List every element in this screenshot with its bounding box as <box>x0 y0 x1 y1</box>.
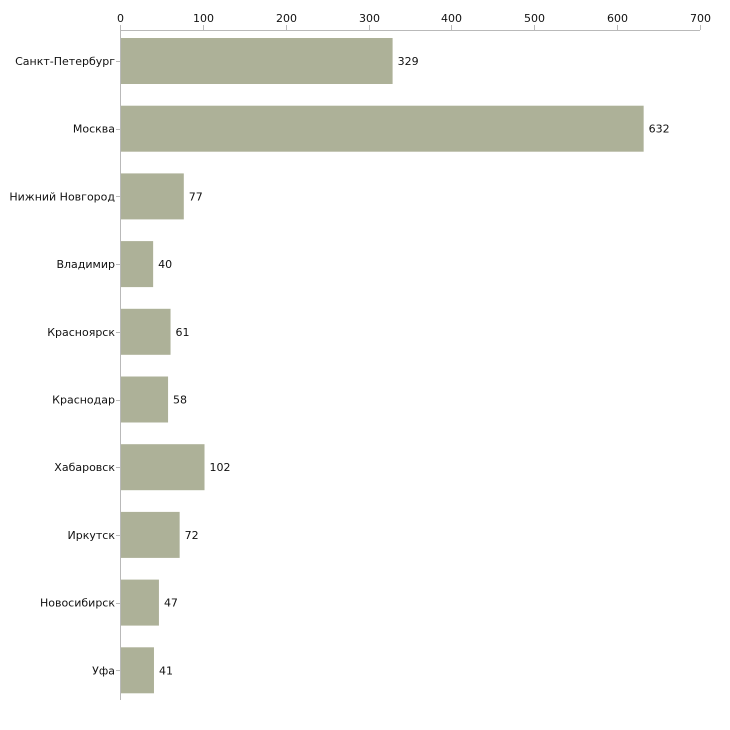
x-tick-label: 600 <box>607 12 628 25</box>
bar <box>121 376 169 423</box>
category-label: Краснодар <box>52 394 115 407</box>
data-label: 102 <box>210 461 231 474</box>
category-label: Красноярск <box>47 326 115 339</box>
data-label: 40 <box>158 258 172 271</box>
x-tick-label: 300 <box>359 12 380 25</box>
category-label: Москва <box>73 123 115 136</box>
data-label: 72 <box>185 529 199 542</box>
data-label: 632 <box>649 123 670 136</box>
data-label: 61 <box>176 326 190 339</box>
category-label: Санкт-Петербург <box>15 55 115 68</box>
category-labels: Санкт-Петербург Москва Нижний Новгород Влад… <box>9 55 115 677</box>
x-axis: 0 100 200 300 400 500 600 700 <box>116 12 711 700</box>
category-label: Владимир <box>56 258 115 271</box>
x-tick-label: 400 <box>441 12 462 25</box>
category-label: Нижний Новгород <box>9 190 115 203</box>
x-tick-label: 0 <box>117 12 124 25</box>
x-tick-label: 500 <box>524 12 545 25</box>
bar <box>121 444 205 491</box>
data-label: 47 <box>164 597 178 610</box>
bar <box>121 647 154 694</box>
category-label: Новосибирск <box>40 597 115 610</box>
data-label: 41 <box>159 664 173 677</box>
category-label: Хабаровск <box>54 461 115 474</box>
x-tick-label: 100 <box>193 12 214 25</box>
bar <box>121 38 393 84</box>
x-tick-label: 700 <box>690 12 711 25</box>
data-label: 329 <box>398 55 419 68</box>
data-label: 77 <box>189 190 203 203</box>
bar <box>121 511 180 558</box>
bar <box>121 105 644 152</box>
bar <box>121 579 159 626</box>
value-labels: 329 632 77 40 61 58 102 72 47 41 <box>158 55 670 677</box>
bar <box>121 173 184 220</box>
category-label: Уфа <box>92 664 115 677</box>
data-label: 58 <box>173 394 187 407</box>
bars <box>121 38 644 694</box>
bar <box>121 308 171 355</box>
x-tick-label: 200 <box>276 12 297 25</box>
bar <box>121 241 154 288</box>
category-label: Иркутск <box>68 529 116 542</box>
